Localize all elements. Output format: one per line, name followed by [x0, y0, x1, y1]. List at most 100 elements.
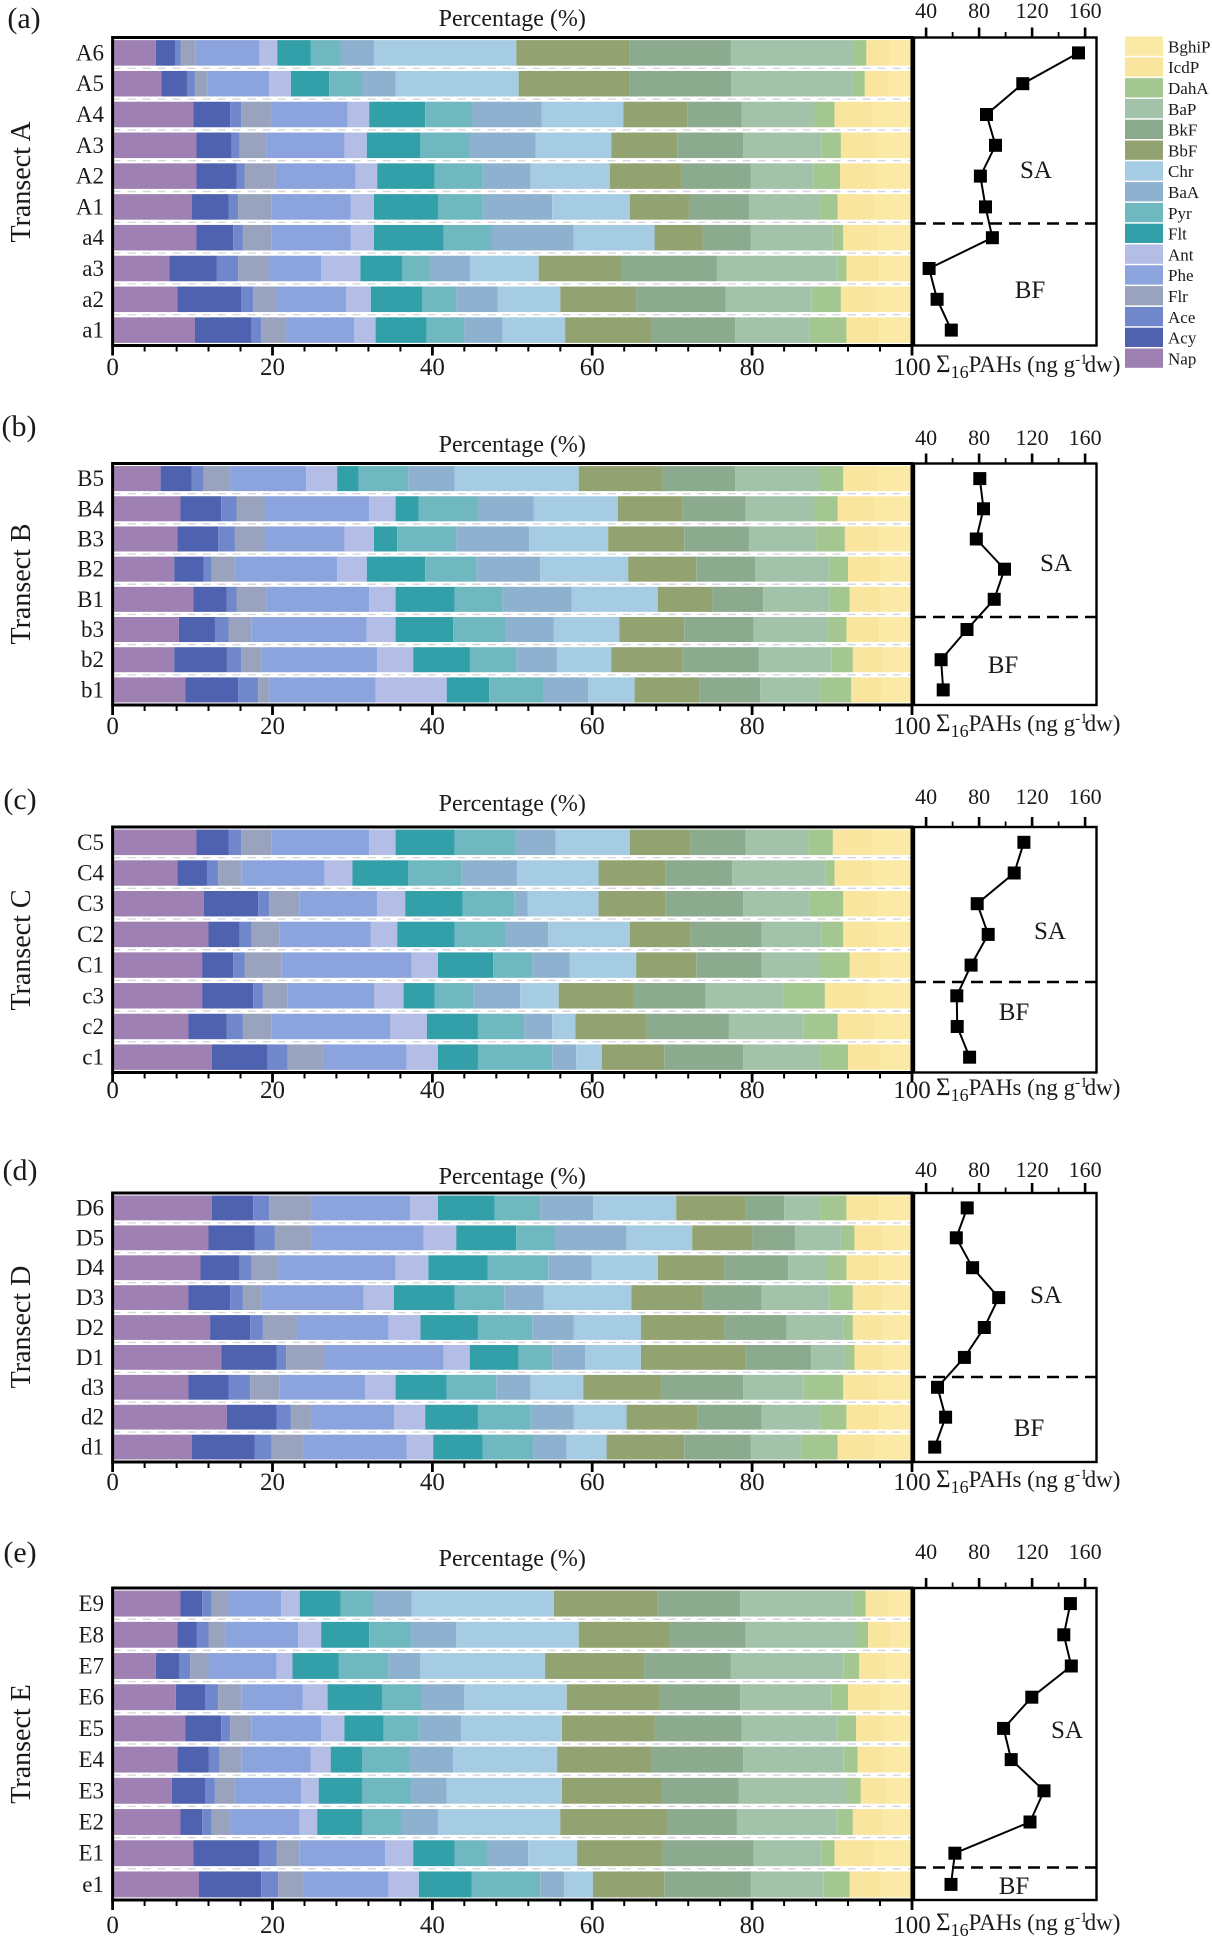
svg-text:Percentage (%): Percentage (%) [439, 6, 586, 32]
svg-text:(b): (b) [2, 410, 37, 443]
svg-text:Transect E: Transect E [6, 1684, 37, 1804]
svg-text:SA: SA [1040, 550, 1072, 577]
svg-text:80: 80 [968, 1539, 990, 1564]
svg-text:B4: B4 [77, 496, 104, 521]
svg-text:BF: BF [1014, 1415, 1045, 1442]
svg-text:D4: D4 [76, 1255, 105, 1280]
svg-text:0: 0 [106, 1077, 119, 1104]
svg-text:120: 120 [1016, 1539, 1049, 1564]
svg-text:SA: SA [1030, 1282, 1062, 1309]
svg-text:(c): (c) [3, 783, 36, 816]
svg-text:A2: A2 [76, 164, 104, 189]
svg-text:120: 120 [1016, 1157, 1049, 1182]
svg-text:E6: E6 [78, 1685, 104, 1710]
svg-text:40: 40 [420, 354, 445, 381]
svg-text:Transect C: Transect C [6, 889, 37, 1010]
svg-text:20: 20 [260, 713, 285, 740]
svg-text:Σ16PAHs (ng g-1dw): Σ16PAHs (ng g-1dw) [936, 710, 1120, 741]
svg-text:20: 20 [260, 1469, 285, 1496]
svg-text:40: 40 [915, 1539, 937, 1564]
svg-text:BaP: BaP [1168, 100, 1196, 119]
svg-text:120: 120 [1016, 784, 1049, 809]
svg-text:160: 160 [1069, 1157, 1102, 1182]
svg-text:B2: B2 [77, 557, 104, 582]
svg-text:E4: E4 [78, 1747, 104, 1772]
svg-text:40: 40 [420, 1912, 445, 1939]
svg-text:40: 40 [915, 1157, 937, 1182]
svg-text:Σ16PAHs (ng g-1dw): Σ16PAHs (ng g-1dw) [936, 351, 1120, 382]
svg-text:C1: C1 [77, 953, 104, 978]
svg-text:BF: BF [999, 999, 1030, 1026]
svg-text:20: 20 [260, 1912, 285, 1939]
svg-text:E3: E3 [78, 1778, 104, 1803]
svg-text:40: 40 [915, 425, 937, 450]
svg-text:100: 100 [893, 1077, 931, 1104]
svg-text:20: 20 [260, 354, 285, 381]
svg-text:Chr: Chr [1168, 162, 1194, 181]
svg-text:A6: A6 [76, 40, 104, 65]
svg-text:160: 160 [1069, 784, 1102, 809]
svg-text:Σ16PAHs (ng g-1dw): Σ16PAHs (ng g-1dw) [936, 1909, 1120, 1940]
svg-text:BF: BF [999, 1873, 1030, 1900]
svg-text:80: 80 [740, 1912, 765, 1939]
svg-text:E7: E7 [78, 1654, 104, 1679]
svg-text:c2: c2 [82, 1014, 104, 1039]
svg-text:A3: A3 [76, 133, 104, 158]
svg-text:Ace: Ace [1168, 308, 1195, 327]
svg-text:80: 80 [968, 784, 990, 809]
svg-text:Percentage (%): Percentage (%) [439, 1164, 586, 1190]
svg-text:Nap: Nap [1168, 349, 1196, 368]
svg-text:Phe: Phe [1168, 266, 1194, 285]
svg-text:40: 40 [915, 784, 937, 809]
svg-text:d3: d3 [81, 1375, 104, 1400]
svg-text:D6: D6 [76, 1195, 104, 1220]
svg-text:Flr: Flr [1168, 287, 1188, 306]
svg-text:Percentage (%): Percentage (%) [439, 432, 586, 458]
svg-text:d1: d1 [81, 1435, 104, 1460]
svg-text:120: 120 [1016, 425, 1049, 450]
svg-text:SA: SA [1034, 918, 1066, 945]
svg-text:20: 20 [260, 1077, 285, 1104]
svg-text:D3: D3 [76, 1285, 104, 1310]
svg-text:Acy: Acy [1168, 329, 1197, 348]
svg-text:D5: D5 [76, 1225, 104, 1250]
svg-text:Pyr: Pyr [1168, 204, 1192, 223]
svg-text:80: 80 [740, 713, 765, 740]
svg-text:100: 100 [893, 1912, 931, 1939]
svg-text:C4: C4 [77, 861, 104, 886]
svg-text:Transect B: Transect B [6, 523, 37, 644]
svg-text:BF: BF [988, 652, 1019, 679]
svg-text:60: 60 [580, 1469, 605, 1496]
svg-text:B5: B5 [77, 466, 104, 491]
svg-text:E8: E8 [78, 1622, 104, 1647]
svg-text:60: 60 [580, 1912, 605, 1939]
svg-text:Transect D: Transect D [6, 1266, 37, 1389]
svg-text:SA: SA [1020, 157, 1052, 184]
svg-text:BghiP: BghiP [1168, 37, 1211, 56]
svg-text:60: 60 [580, 1077, 605, 1104]
svg-text:E2: E2 [78, 1810, 104, 1835]
svg-text:(d): (d) [3, 1154, 38, 1187]
svg-text:A4: A4 [76, 102, 105, 127]
svg-text:E5: E5 [78, 1716, 104, 1741]
svg-text:SA: SA [1051, 1717, 1083, 1744]
svg-text:0: 0 [106, 1912, 119, 1939]
svg-text:60: 60 [580, 354, 605, 381]
svg-text:100: 100 [893, 354, 931, 381]
svg-text:B1: B1 [77, 587, 104, 612]
svg-text:D2: D2 [76, 1315, 104, 1340]
svg-text:DahA: DahA [1168, 79, 1209, 98]
svg-text:a2: a2 [82, 287, 104, 312]
svg-text:IcdP: IcdP [1168, 58, 1199, 77]
svg-text:40: 40 [420, 713, 445, 740]
svg-text:100: 100 [893, 713, 931, 740]
svg-text:E1: E1 [78, 1841, 104, 1866]
svg-text:160: 160 [1069, 425, 1102, 450]
svg-text:c1: c1 [82, 1045, 104, 1070]
svg-text:80: 80 [968, 425, 990, 450]
svg-text:40: 40 [420, 1077, 445, 1104]
svg-text:Percentage (%): Percentage (%) [439, 791, 586, 817]
svg-text:(a): (a) [7, 2, 40, 35]
svg-text:d2: d2 [81, 1405, 104, 1430]
svg-text:b1: b1 [81, 677, 104, 702]
